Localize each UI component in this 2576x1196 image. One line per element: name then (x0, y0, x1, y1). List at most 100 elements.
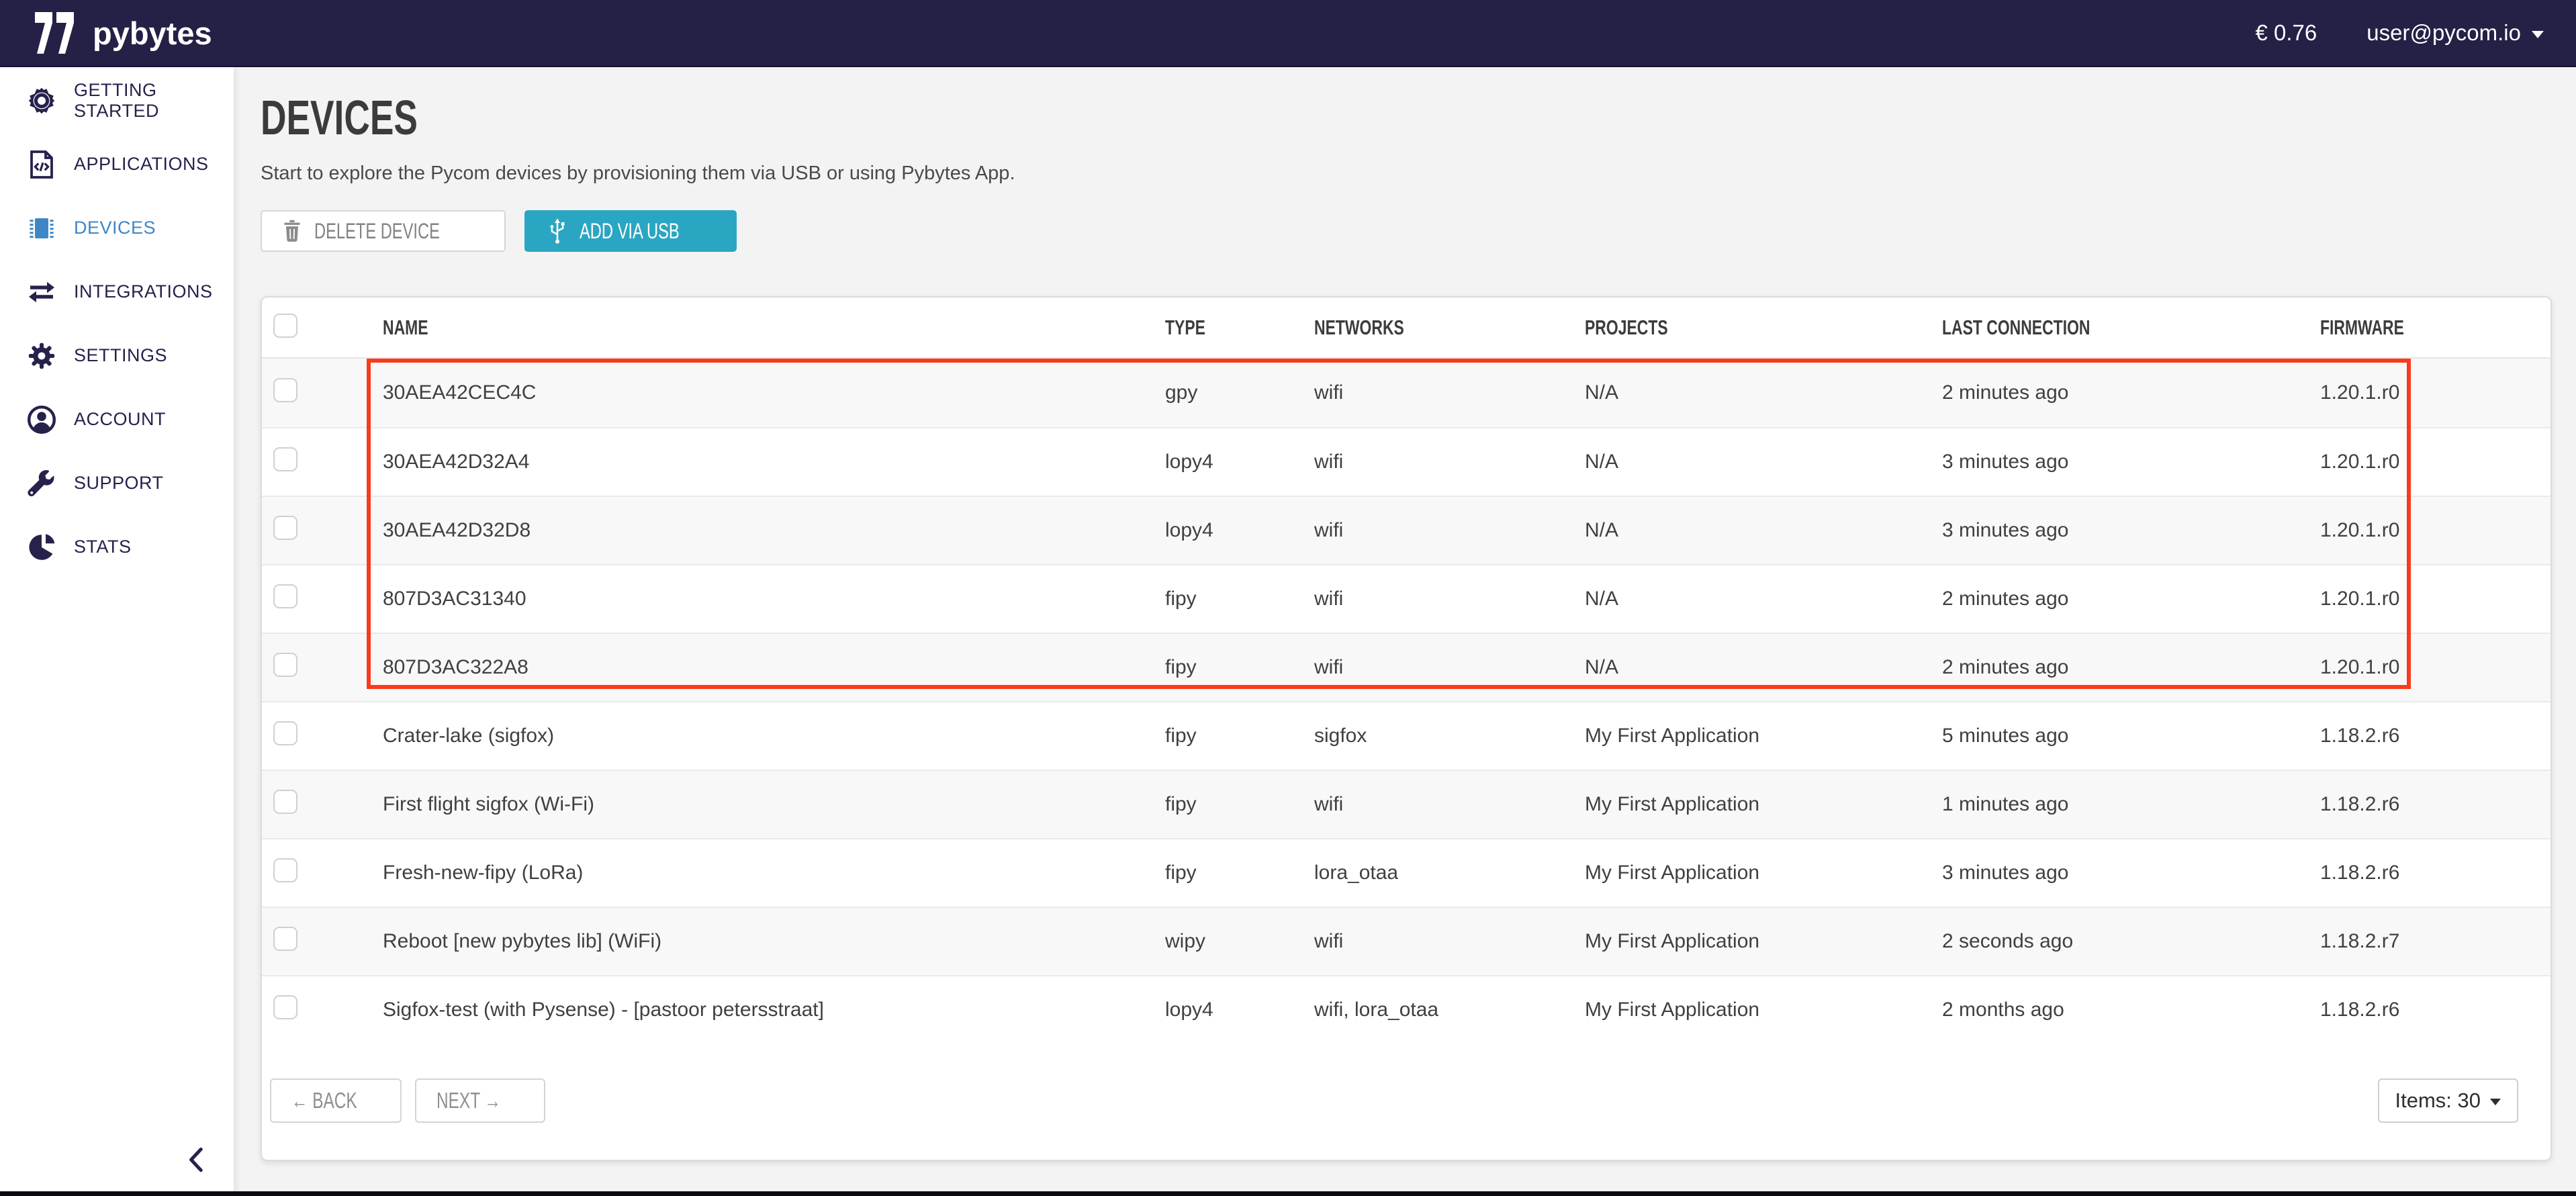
sidebar-item-stats[interactable]: STATS (0, 515, 234, 579)
delete-device-label: DELETE DEVICE (314, 219, 440, 244)
table-row[interactable]: Reboot [new pybytes lib] (WiFi) wipy wif… (262, 907, 2550, 975)
chevron-left-icon (181, 1143, 214, 1177)
column-header-projects[interactable]: PROJECTS (1585, 316, 1942, 340)
row-checkbox[interactable] (273, 378, 297, 402)
table-row[interactable]: 30AEA42D32A4 lopy4 wifi N/A 3 minutes ag… (262, 427, 2550, 496)
column-header-networks[interactable]: NETWORKS (1314, 316, 1585, 340)
delete-device-button[interactable]: DELETE DEVICE (261, 210, 506, 252)
device-type-cell: fipy (1165, 725, 1314, 747)
device-projects-cell: My First Application (1585, 862, 1942, 884)
chevron-down-icon (2490, 1099, 2501, 1105)
row-checkbox[interactable] (273, 653, 297, 677)
pie-chart-icon (26, 531, 58, 563)
device-last-connection-cell: 1 minutes ago (1942, 793, 2320, 816)
table-row[interactable]: Fresh-new-fipy (LoRa) fipy lora_otaa My … (262, 838, 2550, 907)
device-networks-cell: sigfox (1314, 725, 1585, 747)
row-checkbox[interactable] (273, 516, 297, 540)
device-last-connection-cell: 3 minutes ago (1942, 862, 2320, 884)
device-networks-cell: wifi, lora_otaa (1314, 999, 1585, 1021)
device-firmware-cell: 1.20.1.r0 (2320, 656, 2550, 679)
add-via-usb-label: ADD VIA USB (580, 219, 680, 244)
back-button[interactable]: ← BACK (270, 1078, 402, 1123)
table-row[interactable]: 807D3AC322A8 fipy wifi N/A 2 minutes ago… (262, 633, 2550, 701)
sidebar-item-label: GETTING STARTED (74, 80, 234, 122)
device-projects-cell: N/A (1585, 519, 1942, 542)
sidebar-item-account[interactable]: ACCOUNT (0, 387, 234, 451)
usb-icon (547, 218, 567, 244)
items-per-page-dropdown[interactable]: Items: 30 (2378, 1078, 2519, 1123)
sidebar-item-devices[interactable]: DEVICES (0, 196, 234, 260)
column-header-last-connection[interactable]: LAST CONNECTION (1942, 316, 2320, 340)
add-via-usb-button[interactable]: ADD VIA USB (524, 210, 737, 252)
sidebar-item-label: SETTINGS (74, 345, 167, 366)
row-checkbox[interactable] (273, 447, 297, 471)
table-header-row: NAME TYPE NETWORKS PROJECTS LAST CONNECT… (262, 297, 2550, 359)
next-button[interactable]: NEXT → (415, 1078, 545, 1123)
user-menu[interactable]: user@pycom.io (2366, 20, 2544, 46)
device-projects-cell: N/A (1585, 656, 1942, 679)
row-checkbox[interactable] (273, 584, 297, 608)
device-projects-cell: N/A (1585, 381, 1942, 404)
row-checkbox[interactable] (273, 995, 297, 1019)
column-header-firmware[interactable]: FIRMWARE (2320, 316, 2550, 340)
wrench-icon (26, 467, 58, 500)
sidebar-item-support[interactable]: SUPPORT (0, 451, 234, 515)
table-row[interactable]: 30AEA42CEC4C gpy wifi N/A 2 minutes ago … (262, 359, 2550, 427)
device-last-connection-cell: 3 minutes ago (1942, 451, 2320, 473)
device-networks-cell: wifi (1314, 656, 1585, 679)
chip-icon (26, 212, 58, 244)
device-networks-cell: wifi (1314, 451, 1585, 473)
device-name-cell: 30AEA42D32D8 (383, 519, 1165, 542)
device-firmware-cell: 1.18.2.r6 (2320, 793, 2550, 816)
sidebar-item-settings[interactable]: SETTINGS (0, 324, 234, 387)
device-type-cell: fipy (1165, 656, 1314, 679)
device-last-connection-cell: 5 minutes ago (1942, 725, 2320, 747)
chevron-down-icon (2532, 31, 2544, 38)
device-name-cell: Fresh-new-fipy (LoRa) (383, 862, 1165, 884)
device-firmware-cell: 1.18.2.r7 (2320, 930, 2550, 953)
device-projects-cell: N/A (1585, 451, 1942, 473)
page-title: DEVICES (261, 94, 2576, 142)
device-type-cell: wipy (1165, 930, 1314, 953)
row-checkbox[interactable] (273, 927, 297, 951)
device-type-cell: fipy (1165, 862, 1314, 884)
table-row[interactable]: 30AEA42D32D8 lopy4 wifi N/A 3 minutes ag… (262, 496, 2550, 564)
device-projects-cell: My First Application (1585, 930, 1942, 953)
table-row[interactable]: Sigfox-test (with Pysense) - [pastoor pe… (262, 975, 2550, 1044)
sidebar-item-label: APPLICATIONS (74, 154, 209, 175)
column-header-name[interactable]: NAME (383, 316, 1165, 340)
device-last-connection-cell: 2 minutes ago (1942, 381, 2320, 404)
device-projects-cell: My First Application (1585, 999, 1942, 1021)
device-firmware-cell: 1.20.1.r0 (2320, 519, 2550, 542)
row-checkbox[interactable] (273, 721, 297, 745)
sidebar-item-applications[interactable]: APPLICATIONS (0, 132, 234, 196)
row-checkbox[interactable] (273, 790, 297, 814)
device-networks-cell: wifi (1314, 930, 1585, 953)
account-balance: € 0.76 (2256, 20, 2317, 46)
sidebar-item-label: ACCOUNT (74, 409, 166, 430)
column-header-type[interactable]: TYPE (1165, 316, 1314, 340)
device-networks-cell: lora_otaa (1314, 862, 1585, 884)
table-row[interactable]: 807D3AC31340 fipy wifi N/A 2 minutes ago… (262, 564, 2550, 633)
device-name-cell: 807D3AC322A8 (383, 656, 1165, 679)
device-networks-cell: wifi (1314, 588, 1585, 610)
device-firmware-cell: 1.18.2.r6 (2320, 862, 2550, 884)
sidebar-item-integrations[interactable]: INTEGRATIONS (0, 260, 234, 324)
page-subtitle: Start to explore the Pycom devices by pr… (261, 163, 2576, 185)
table-row[interactable]: Crater-lake (sigfox) fipy sigfox My Firs… (262, 701, 2550, 770)
device-last-connection-cell: 2 months ago (1942, 999, 2320, 1021)
table-row[interactable]: First flight sigfox (Wi-Fi) fipy wifi My… (262, 770, 2550, 838)
sun-icon (26, 85, 58, 117)
row-checkbox[interactable] (273, 858, 297, 882)
sidebar-item-label: DEVICES (74, 218, 156, 238)
device-type-cell: lopy4 (1165, 519, 1314, 542)
pycom-mark-icon (35, 12, 82, 54)
device-firmware-cell: 1.20.1.r0 (2320, 451, 2550, 473)
device-type-cell: fipy (1165, 588, 1314, 610)
sidebar-collapse-button[interactable] (179, 1141, 216, 1179)
screen-bottom-edge (0, 1191, 2576, 1196)
sidebar-item-getting-started[interactable]: GETTING STARTED (0, 68, 234, 132)
sidebar-item-label: STATS (74, 537, 132, 557)
user-email: user@pycom.io (2366, 20, 2521, 46)
select-all-checkbox[interactable] (273, 314, 297, 338)
